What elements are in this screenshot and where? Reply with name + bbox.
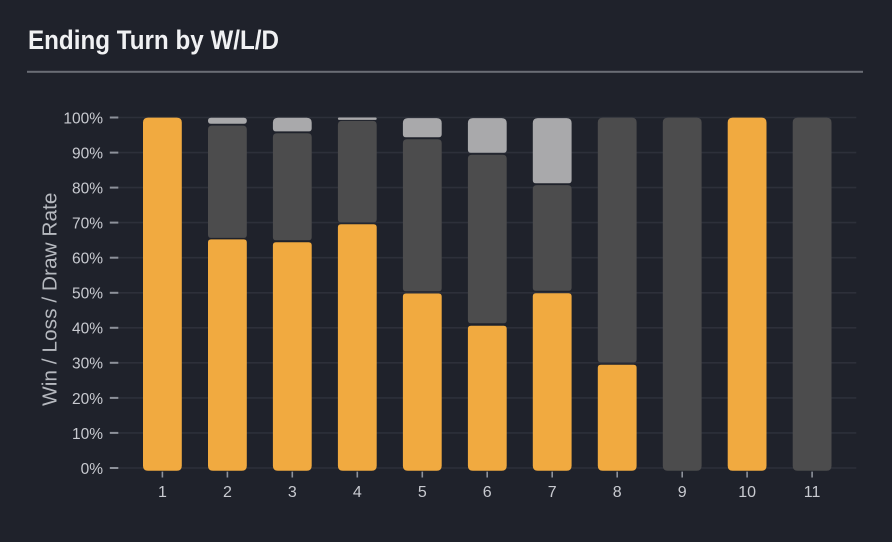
- svg-text:2: 2: [223, 484, 232, 501]
- svg-text:70%: 70%: [72, 216, 103, 233]
- svg-text:9: 9: [678, 484, 687, 501]
- svg-text:1: 1: [158, 484, 167, 501]
- svg-text:3: 3: [288, 484, 297, 501]
- svg-text:30%: 30%: [72, 356, 103, 373]
- svg-text:20%: 20%: [72, 391, 103, 408]
- svg-text:4: 4: [353, 484, 362, 501]
- svg-text:0%: 0%: [81, 461, 104, 478]
- svg-text:10%: 10%: [72, 426, 103, 443]
- svg-text:90%: 90%: [72, 146, 103, 163]
- svg-text:100%: 100%: [63, 110, 103, 127]
- svg-text:Ending Turn by W/L/D: Ending Turn by W/L/D: [28, 25, 279, 55]
- svg-text:6: 6: [483, 484, 492, 501]
- svg-text:40%: 40%: [72, 321, 103, 338]
- svg-text:50%: 50%: [72, 286, 103, 303]
- svg-text:80%: 80%: [72, 181, 103, 198]
- svg-text:5: 5: [418, 484, 427, 501]
- svg-text:Win / Loss / Draw Rate: Win / Loss / Draw Rate: [39, 192, 62, 406]
- svg-text:8: 8: [613, 484, 622, 501]
- svg-text:11: 11: [804, 484, 821, 501]
- svg-text:60%: 60%: [72, 251, 103, 268]
- svg-text:10: 10: [738, 484, 756, 501]
- svg-text:7: 7: [548, 484, 557, 501]
